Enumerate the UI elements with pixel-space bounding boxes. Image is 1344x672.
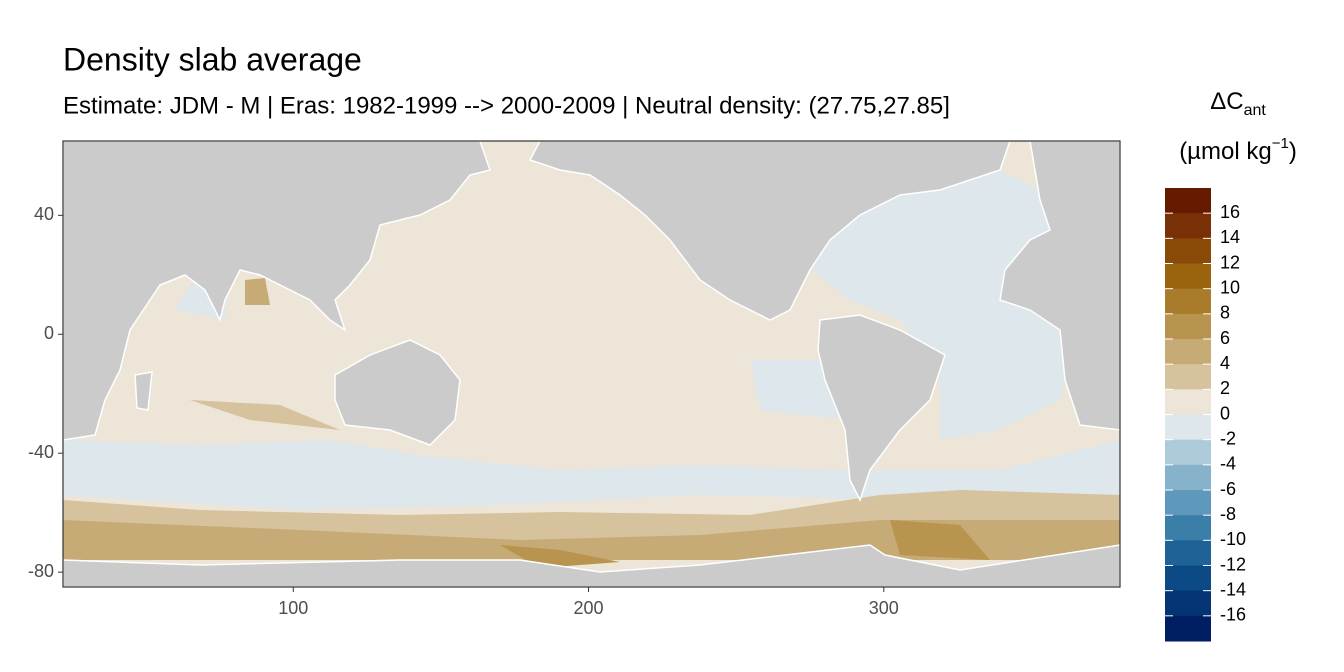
legend-label: -14: [1220, 579, 1246, 599]
color-bin: [1165, 288, 1211, 315]
legend-unit-part: ): [1289, 138, 1297, 165]
color-bin: [1165, 540, 1211, 566]
legend-label: -6: [1220, 479, 1236, 499]
color-bin: [1165, 364, 1211, 390]
legend-label: -12: [1220, 554, 1246, 574]
color-bin: [1165, 339, 1211, 365]
legend-unit: (µmol kg−1): [1179, 135, 1297, 165]
legend-unit-part: (µmol kg: [1179, 138, 1272, 165]
legend-title-main: ΔC: [1210, 88, 1243, 115]
y-tick-label: -80: [28, 561, 54, 581]
x-tick-label: 200: [574, 598, 604, 618]
color-bin: [1165, 565, 1211, 592]
legend-title-sub: ant: [1244, 102, 1267, 119]
legend-label: 16: [1220, 202, 1240, 222]
region-positive: [245, 278, 270, 305]
legend-label: 8: [1220, 303, 1230, 323]
map: [62, 140, 1121, 588]
color-bin: [1165, 389, 1211, 415]
legend-label: -4: [1220, 454, 1236, 474]
color-bin: [1165, 615, 1211, 642]
legend-label: 6: [1220, 328, 1230, 348]
legend-label: -10: [1220, 529, 1246, 549]
x-tick-label: 100: [278, 598, 308, 618]
y-tick-label: 0: [44, 323, 54, 343]
land: [62, 140, 491, 441]
legend-label: 14: [1220, 227, 1240, 247]
chart-subtitle: Estimate: JDM - M | Eras: 1982-1999 --> …: [63, 92, 950, 119]
legend-title: ΔCant: [1210, 88, 1266, 119]
land: [334, 339, 461, 446]
legend-label: 4: [1220, 353, 1230, 373]
x-tick-label: 300: [869, 598, 899, 618]
land: [134, 371, 153, 411]
legend-label: -8: [1220, 504, 1236, 524]
legend-unit-sup: −1: [1272, 135, 1289, 152]
color-bin: [1165, 515, 1211, 541]
color-bin: [1165, 490, 1211, 516]
region-negative: [800, 170, 1100, 440]
color-bin: [1165, 213, 1211, 239]
color-bin: [1165, 590, 1211, 617]
plot-border: [62, 140, 1121, 588]
y-tick-label: -40: [28, 442, 54, 462]
color-bin: [1165, 439, 1211, 466]
color-bin: [1165, 263, 1211, 290]
chart-title: Density slab average: [63, 41, 362, 77]
legend-label: -2: [1220, 428, 1236, 448]
color-bin: [1165, 238, 1211, 264]
color-bin: [1165, 464, 1211, 491]
region-positive: [500, 520, 990, 568]
land: [817, 314, 946, 502]
legend-label: 2: [1220, 378, 1230, 398]
legend-label: 12: [1220, 252, 1240, 272]
land: [528, 140, 1012, 321]
legend-label: 0: [1220, 403, 1230, 423]
legend-label: -16: [1220, 605, 1246, 625]
legend-label: 10: [1220, 277, 1240, 297]
color-bin: [1165, 414, 1211, 441]
color-bin: [1165, 313, 1211, 340]
color-bin: [1165, 188, 1211, 214]
region-positive: [190, 400, 340, 430]
y-tick-label: 40: [34, 204, 54, 224]
